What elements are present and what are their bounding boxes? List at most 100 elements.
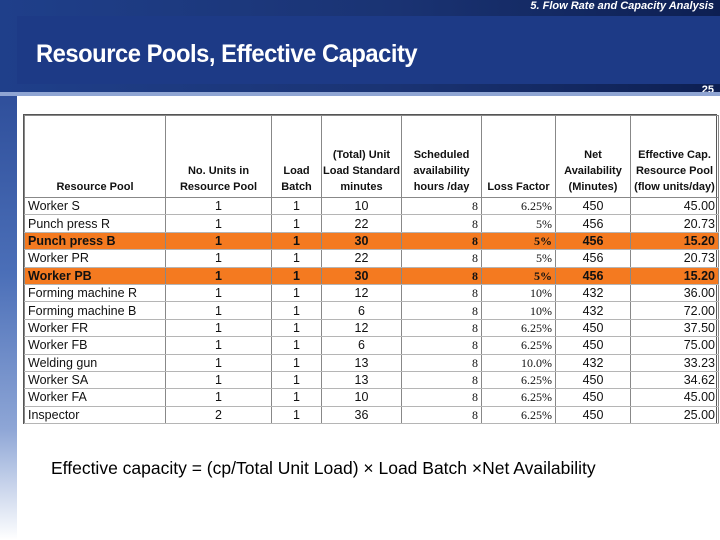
table-row: Punch press R 1 1 22 8 5% 456 20.73 (24, 214, 719, 233)
cell-net-availability: 450 (555, 319, 631, 338)
cell-effective-capacity: 45.00 (630, 197, 719, 216)
cell-loss-factor: 6.25% (481, 319, 556, 338)
cell-effective-capacity: 72.00 (630, 301, 719, 320)
cell-loss-factor: 5% (481, 232, 556, 251)
cell-unit-load: 10 (321, 197, 402, 216)
cell-loss-factor: 6.25% (481, 406, 556, 425)
cell-resource-pool: Punch press B (24, 232, 166, 251)
cell-effective-capacity: 15.20 (630, 232, 719, 251)
cell-effective-capacity: 15.20 (630, 267, 719, 285)
cell-resource-pool: Worker PB (24, 267, 166, 285)
cell-unit-load: 30 (321, 232, 402, 251)
table-row: Forming machine B 1 1 6 8 10% 432 72.00 (24, 301, 719, 320)
cell-scheduled-hours: 8 (401, 284, 482, 303)
cell-loss-factor: 5% (481, 249, 556, 268)
cell-scheduled-hours: 8 (401, 214, 482, 233)
header-scheduled-availability: Scheduled availability hours /day (401, 115, 482, 198)
cell-net-availability: 456 (555, 214, 631, 233)
header-loss-factor: Loss Factor (481, 115, 556, 198)
cell-units: 1 (165, 371, 272, 390)
header-load-batch: Load Batch (271, 115, 322, 198)
cell-load-batch: 1 (271, 406, 322, 425)
cell-loss-factor: 10.0% (481, 354, 556, 372)
slide-title: Resource Pools, Effective Capacity (36, 40, 418, 68)
table-row: Worker PB 1 1 30 8 5% 456 15.20 (24, 267, 719, 285)
header-effective-capacity: Effective Cap. Resource Pool (flow units… (630, 115, 719, 198)
table-row: Worker FR 1 1 12 8 6.25% 450 37.50 (24, 319, 719, 338)
cell-effective-capacity: 36.00 (630, 284, 719, 303)
cell-scheduled-hours: 8 (401, 371, 482, 390)
cell-load-batch: 1 (271, 319, 322, 338)
table-row: Worker SA 1 1 13 8 6.25% 450 34.62 (24, 371, 719, 390)
cell-units: 1 (165, 197, 272, 216)
cell-units: 1 (165, 249, 272, 268)
cell-loss-factor: 10% (481, 284, 556, 303)
cell-unit-load: 12 (321, 284, 402, 303)
cell-scheduled-hours: 8 (401, 249, 482, 268)
cell-load-batch: 1 (271, 267, 322, 285)
cell-scheduled-hours: 8 (401, 197, 482, 216)
cell-net-availability: 456 (555, 267, 631, 285)
table-row: Worker FB 1 1 6 8 6.25% 450 75.00 (24, 336, 719, 355)
cell-units: 1 (165, 232, 272, 251)
table-row: Welding gun 1 1 13 8 10.0% 432 33.23 (24, 354, 719, 372)
cell-unit-load: 10 (321, 388, 402, 407)
cell-effective-capacity: 20.73 (630, 249, 719, 268)
cell-units: 1 (165, 336, 272, 355)
cell-load-batch: 1 (271, 388, 322, 407)
cell-effective-capacity: 25.00 (630, 406, 719, 425)
cell-net-availability: 450 (555, 388, 631, 407)
cell-units: 1 (165, 214, 272, 233)
cell-loss-factor: 6.25% (481, 336, 556, 355)
cell-net-availability: 432 (555, 301, 631, 320)
cell-resource-pool: Worker SA (24, 371, 166, 390)
cell-load-batch: 1 (271, 336, 322, 355)
cell-load-batch: 1 (271, 197, 322, 216)
header-net-availability: Net Availability (Minutes) (555, 115, 631, 198)
cell-net-availability: 456 (555, 232, 631, 251)
cell-loss-factor: 5% (481, 267, 556, 285)
cell-resource-pool: Forming machine R (24, 284, 166, 303)
cell-load-batch: 1 (271, 214, 322, 233)
cell-unit-load: 36 (321, 406, 402, 425)
cell-loss-factor: 6.25% (481, 388, 556, 407)
header-units: No. Units in Resource Pool (165, 115, 272, 198)
cell-loss-factor: 10% (481, 301, 556, 320)
cell-load-batch: 1 (271, 301, 322, 320)
side-decoration-bar (0, 96, 17, 540)
cell-loss-factor: 5% (481, 214, 556, 233)
capacity-table: Resource Pool No. Units in Resource Pool… (24, 115, 719, 425)
cell-effective-capacity: 37.50 (630, 319, 719, 338)
table-row: Worker PR 1 1 22 8 5% 456 20.73 (24, 249, 719, 268)
cell-effective-capacity: 45.00 (630, 388, 719, 407)
cell-net-availability: 450 (555, 406, 631, 425)
cell-unit-load: 6 (321, 336, 402, 355)
cell-resource-pool: Worker FR (24, 319, 166, 338)
cell-resource-pool: Inspector (24, 406, 166, 425)
banner-divider (0, 92, 720, 96)
cell-effective-capacity: 34.62 (630, 371, 719, 390)
cell-load-batch: 1 (271, 249, 322, 268)
cell-units: 1 (165, 354, 272, 372)
cell-net-availability: 450 (555, 371, 631, 390)
cell-scheduled-hours: 8 (401, 232, 482, 251)
cell-unit-load: 13 (321, 354, 402, 372)
cell-unit-load: 22 (321, 249, 402, 268)
cell-resource-pool: Forming machine B (24, 301, 166, 320)
cell-net-availability: 432 (555, 354, 631, 372)
cell-units: 2 (165, 406, 272, 425)
table-header-row: Resource Pool No. Units in Resource Pool… (24, 115, 719, 198)
cell-load-batch: 1 (271, 371, 322, 390)
cell-loss-factor: 6.25% (481, 197, 556, 216)
cell-loss-factor: 6.25% (481, 371, 556, 390)
cell-scheduled-hours: 8 (401, 336, 482, 355)
cell-scheduled-hours: 8 (401, 319, 482, 338)
cell-net-availability: 456 (555, 249, 631, 268)
cell-unit-load: 13 (321, 371, 402, 390)
cell-effective-capacity: 20.73 (630, 214, 719, 233)
cell-scheduled-hours: 8 (401, 267, 482, 285)
cell-scheduled-hours: 8 (401, 406, 482, 425)
cell-effective-capacity: 33.23 (630, 354, 719, 372)
cell-resource-pool: Punch press R (24, 214, 166, 233)
cell-resource-pool: Welding gun (24, 354, 166, 372)
